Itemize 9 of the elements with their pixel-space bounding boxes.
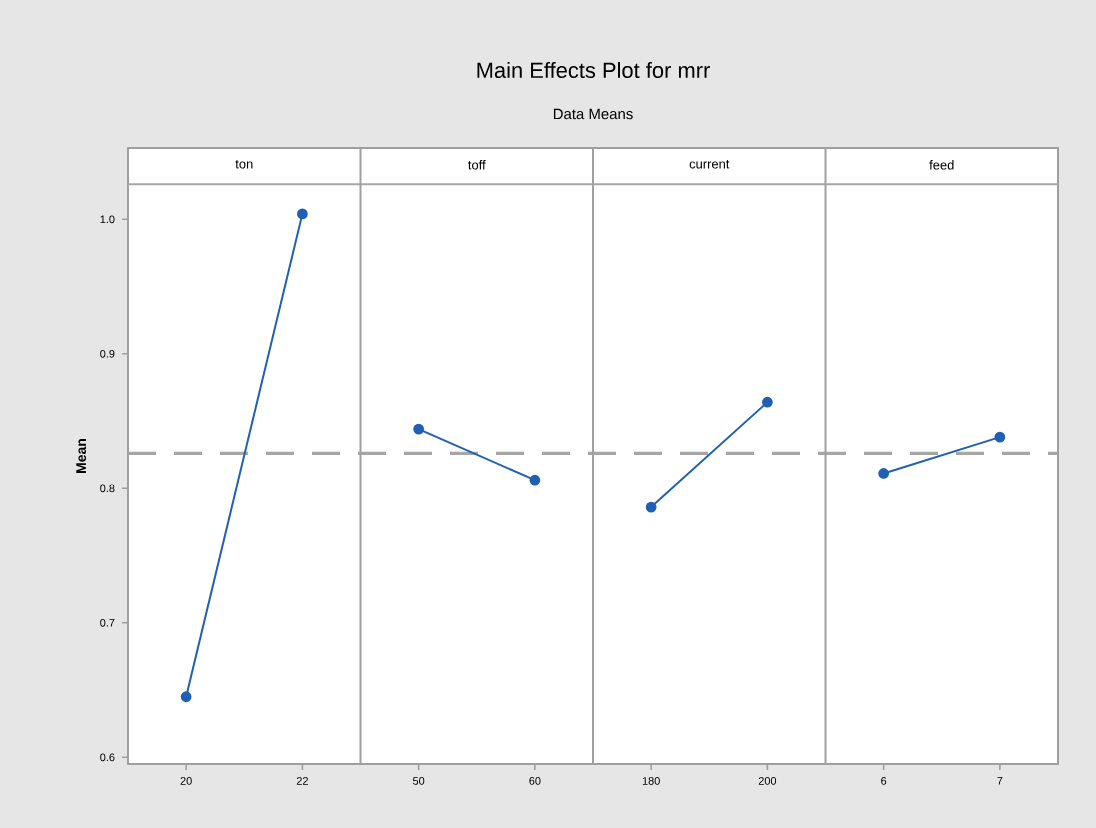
- point: [180, 691, 192, 703]
- point: [994, 431, 1006, 443]
- point: [297, 208, 308, 220]
- chart-title: Main Effects Plot for mrr: [477, 61, 710, 79]
- point: [413, 423, 425, 435]
- point: [529, 474, 541, 486]
- point: [762, 396, 773, 408]
- point: [878, 468, 890, 479]
- point: [645, 501, 657, 513]
